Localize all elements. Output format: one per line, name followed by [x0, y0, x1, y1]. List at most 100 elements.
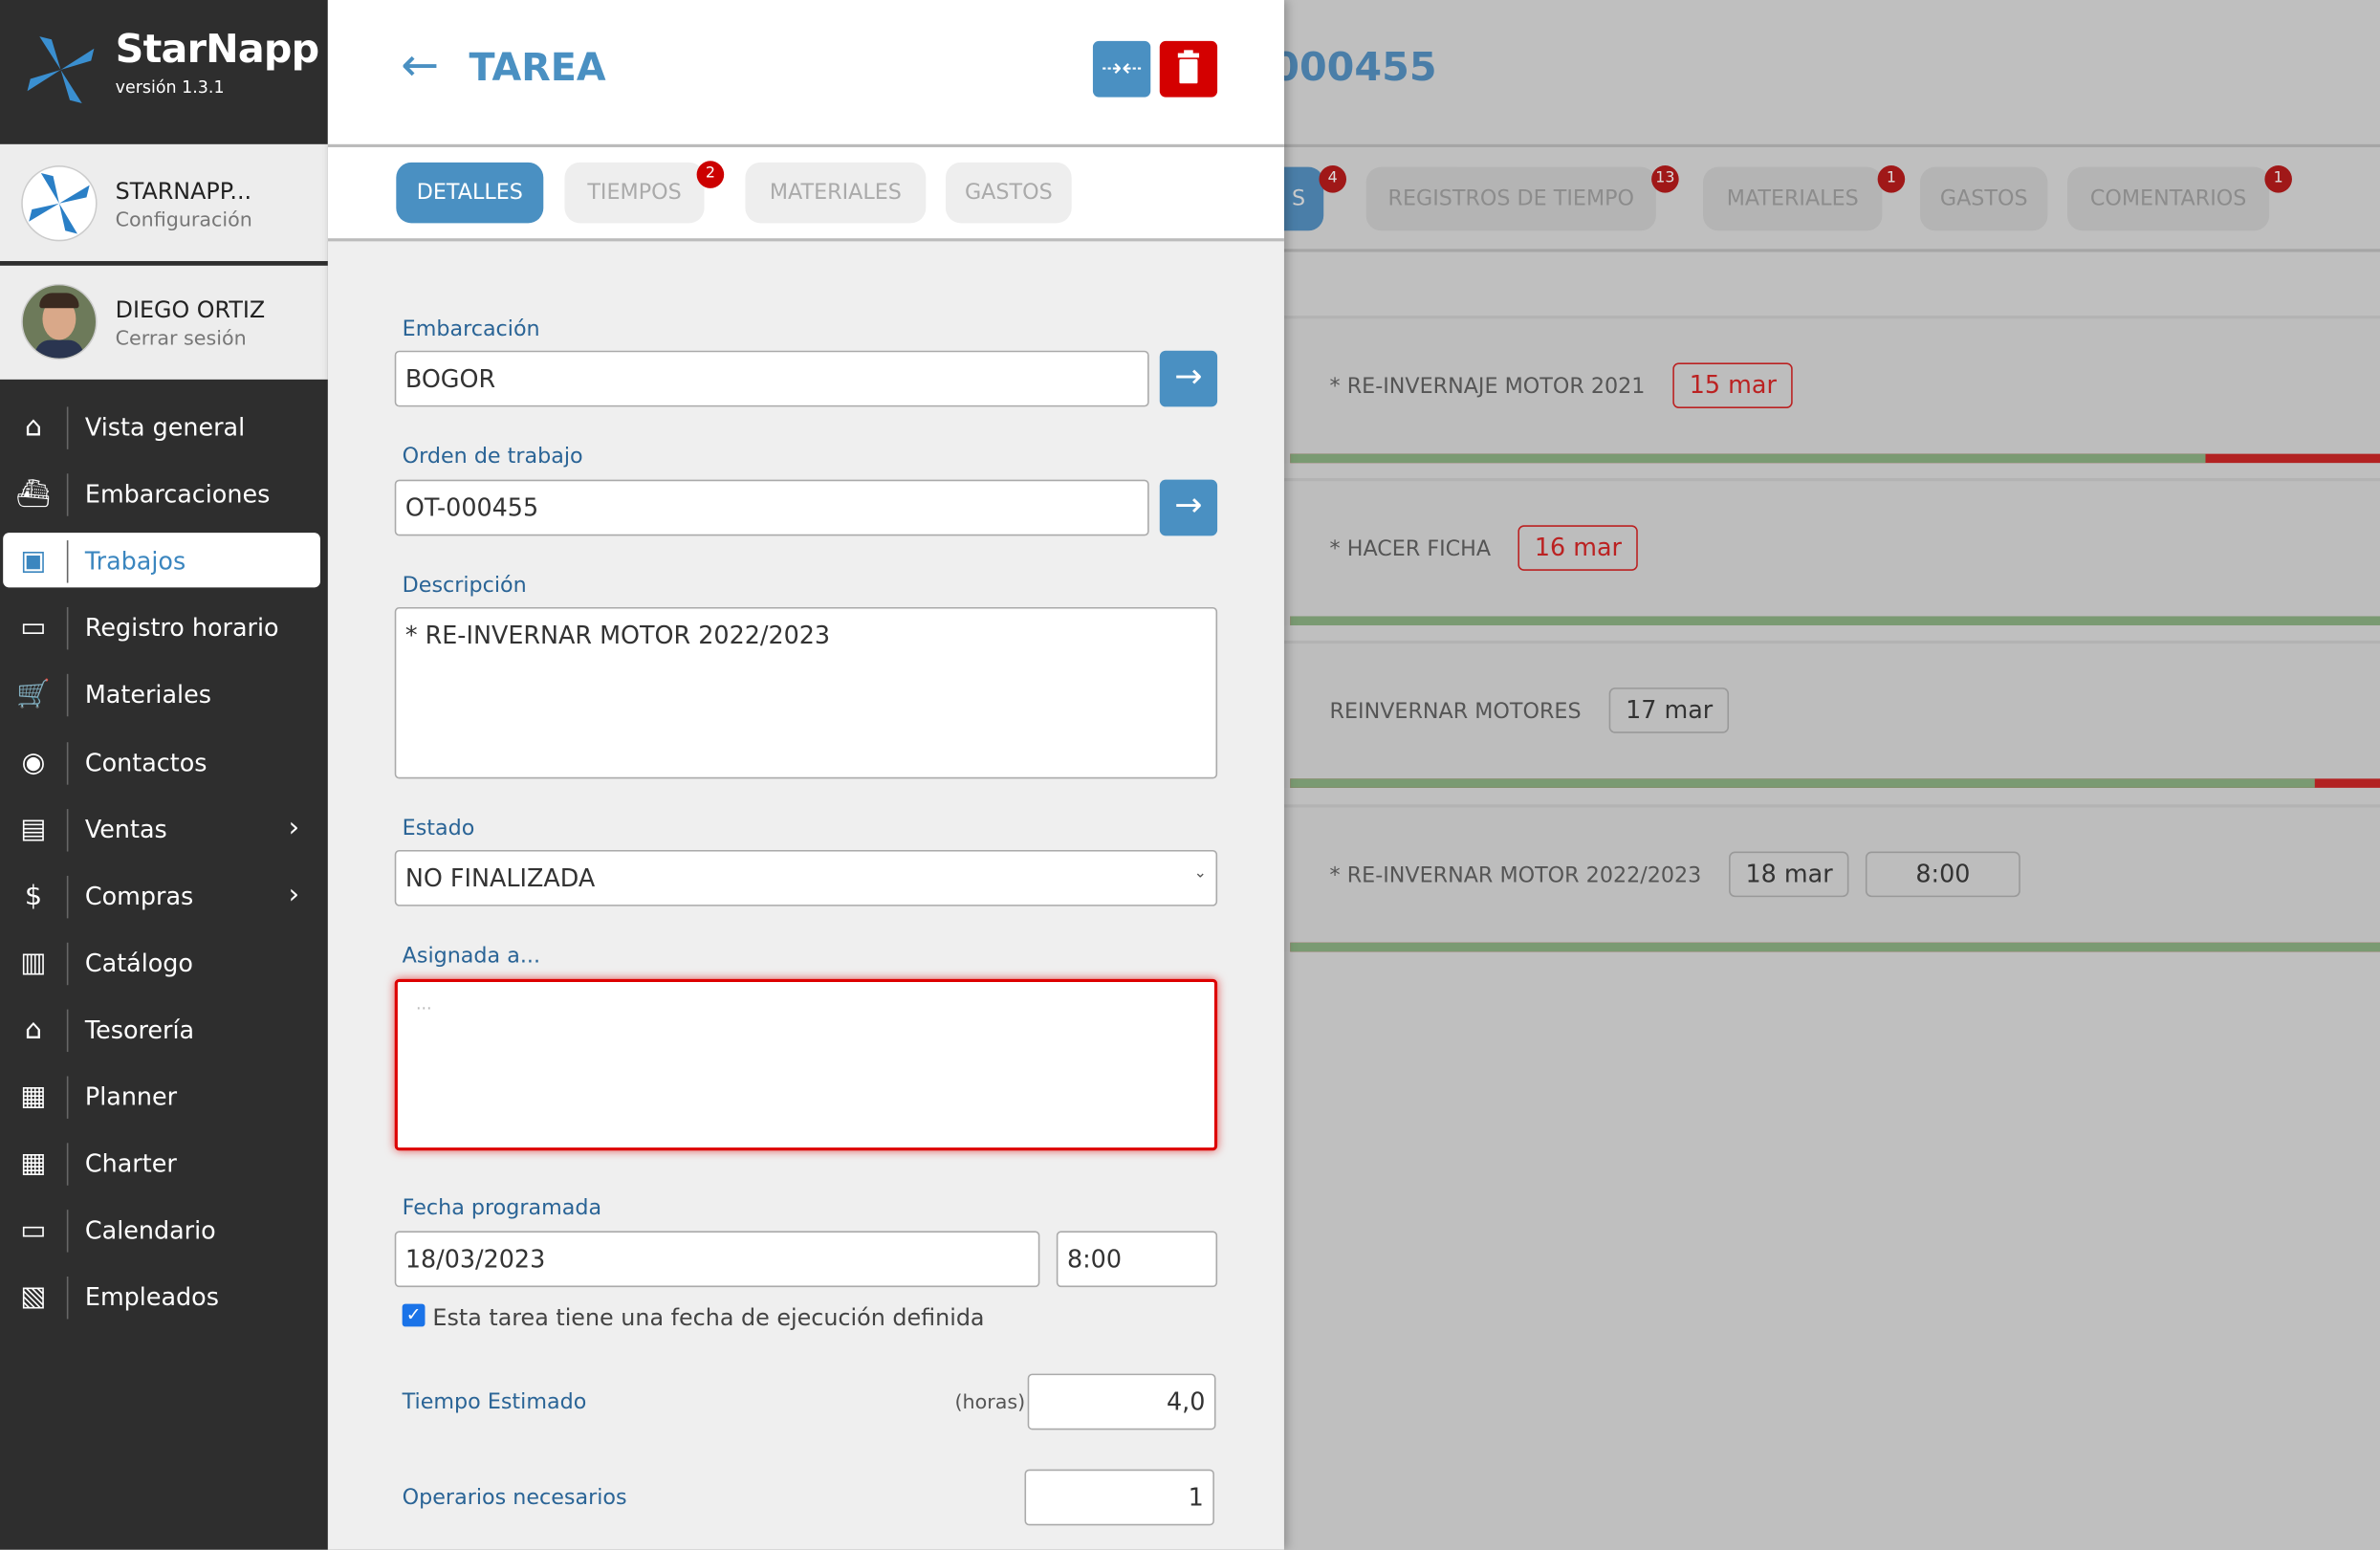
- logo-area: StarNapp versión 1.3.1: [0, 0, 328, 144]
- sidebar-item-calendario[interactable]: ▭ Calendario: [0, 1201, 328, 1261]
- sidebar-item-vista-general[interactable]: ⌂ Vista general: [0, 398, 328, 458]
- delete-button[interactable]: [1159, 40, 1218, 98]
- panel-title: TAREA: [469, 45, 606, 90]
- task-progress-fill: [1290, 778, 2315, 789]
- user-area: DIEGO ORTIZ Cerrar sesión: [0, 265, 328, 380]
- task-date: 15 mar: [1672, 362, 1794, 409]
- task-row[interactable]: * RE-INVERNAR MOTOR 2022/2023 18 mar 8:00: [1283, 803, 2380, 951]
- org-config-link[interactable]: Configuración: [115, 209, 252, 232]
- sidebar: StarNapp versión 1.3.1 STARNAPP... Confi…: [0, 0, 328, 1550]
- sidebar-item-label: Compras: [84, 881, 194, 910]
- bg-tab[interactable]: REGISTROS DE TIEMPO: [1365, 166, 1656, 231]
- bg-tab[interactable]: GASTOS: [1920, 166, 2048, 231]
- sidebar-item-label: Trabajos: [84, 546, 186, 576]
- calendar-icon: ▭: [20, 612, 47, 644]
- open-orden-button[interactable]: →: [1159, 479, 1218, 536]
- calendar-icon: ▭: [20, 1214, 47, 1247]
- sidebar-item-planner[interactable]: ▦ Planner: [0, 1067, 328, 1127]
- archive-icon: ▥: [20, 947, 47, 979]
- chevron-down-icon: ⌄: [1193, 864, 1207, 883]
- divider: [66, 1210, 69, 1253]
- arrow-right-icon: →: [1174, 487, 1203, 526]
- work-order-title: 000455: [1272, 45, 1437, 92]
- open-embarcacion-button[interactable]: →: [1159, 350, 1218, 407]
- sidebar-item-label: Embarcaciones: [84, 479, 271, 509]
- sidebar-item-label: Catálogo: [84, 948, 193, 977]
- app-version: versión 1.3.1: [115, 76, 225, 98]
- tab-badge: 1: [2264, 165, 2292, 193]
- task-date: 16 mar: [1518, 525, 1639, 572]
- arrow-right-icon: →: [1174, 358, 1203, 397]
- divider: [66, 1009, 69, 1052]
- sidebar-item-registro-horario[interactable]: ▭ Registro horario: [0, 599, 328, 659]
- divider: [66, 942, 69, 985]
- sidebar-item-trabajos[interactable]: ▣ Trabajos: [0, 532, 328, 592]
- tab-badge: 4: [1319, 165, 1347, 193]
- tiempo-input[interactable]: 4,0: [1027, 1373, 1216, 1430]
- descripcion-textarea[interactable]: * RE-INVERNAR MOTOR 2022/2023: [394, 606, 1218, 779]
- sidebar-item-contactos[interactable]: ◉ Contactos: [0, 732, 328, 793]
- orden-input[interactable]: OT-000455: [394, 479, 1149, 536]
- estado-select[interactable]: NO FINALIZADA ⌄: [394, 849, 1218, 906]
- divider: [66, 473, 69, 516]
- task-name: REINVERNAR MOTORES: [1329, 700, 1582, 725]
- fecha-definida-checkbox[interactable]: ✓: [402, 1303, 426, 1327]
- home-icon: ⌂: [24, 411, 43, 444]
- sidebar-item-charter[interactable]: ▦ Charter: [0, 1134, 328, 1194]
- divider: [66, 1277, 69, 1320]
- sidebar-item-embarcaciones[interactable]: ⛴ Embarcaciones: [0, 465, 328, 525]
- sidebar-item-materiales[interactable]: 🛒 Materiales: [0, 666, 328, 726]
- tab-materiales[interactable]: MATERIALES: [745, 162, 927, 224]
- task-row[interactable]: * HACER FICHA 16 mar: [1283, 478, 2380, 626]
- sidebar-item-catalogo[interactable]: ▥ Catálogo: [0, 933, 328, 993]
- operarios-input[interactable]: 1: [1024, 1469, 1214, 1526]
- sidebar-item-label: Materiales: [84, 680, 211, 710]
- id-badge-icon: ▧: [20, 1281, 47, 1314]
- starnapp-logo-icon: [27, 36, 95, 103]
- descripcion-label: Descripción: [402, 574, 527, 599]
- estado-label: Estado: [402, 817, 475, 841]
- bg-tab[interactable]: COMENTARIOS: [2067, 166, 2270, 231]
- asignada-input[interactable]: ...: [394, 978, 1218, 1151]
- tab-detalles[interactable]: DETALLES: [396, 162, 544, 224]
- ship-icon: ⛴: [15, 478, 52, 511]
- app-name: StarNapp: [115, 27, 320, 74]
- task-progress-fill: [1290, 942, 2380, 951]
- sidebar-item-label: Planner: [84, 1081, 178, 1111]
- trash-icon: [1177, 50, 1200, 84]
- divider: [66, 406, 69, 449]
- operarios-label: Operarios necesarios: [402, 1486, 627, 1511]
- tiempo-unit: (horas): [954, 1391, 1026, 1415]
- task-row[interactable]: REINVERNAR MOTORES 17 mar: [1283, 641, 2380, 789]
- sidebar-item-label: Vista general: [84, 412, 246, 442]
- sidebar-item-ventas[interactable]: ▤ Ventas ›: [0, 799, 328, 860]
- sidebar-item-compras[interactable]: $ Compras ›: [0, 866, 328, 927]
- task-date: 18 mar: [1729, 850, 1850, 897]
- sidebar-item-label: Charter: [84, 1148, 177, 1178]
- fecha-input[interactable]: 18/03/2023: [394, 1231, 1040, 1288]
- divider: [1283, 143, 2380, 147]
- back-arrow-icon[interactable]: ←: [401, 39, 439, 93]
- embarcacion-input[interactable]: BOGOR: [394, 350, 1149, 407]
- tab-tiempos[interactable]: TIEMPOS: [564, 162, 705, 224]
- divider: [66, 808, 69, 851]
- tab-gastos[interactable]: GASTOS: [945, 162, 1072, 224]
- task-progress-fill: [1290, 616, 2380, 626]
- inbox-icon: ▣: [20, 545, 47, 578]
- sidebar-item-label: Ventas: [84, 814, 167, 843]
- org-switcher[interactable]: STARNAPP... Configuración: [0, 143, 328, 262]
- orden-label: Orden de trabajo: [402, 445, 583, 469]
- clipboard-clock-icon: ▦: [20, 1081, 47, 1113]
- task-date: 17 mar: [1608, 688, 1730, 734]
- merge-button[interactable]: ⇢⇠: [1092, 40, 1151, 98]
- logout-link[interactable]: Cerrar sesión: [115, 327, 247, 351]
- task-name: * RE-INVERNAJE MOTOR 2021: [1329, 375, 1646, 400]
- task-panel: ← TAREA ⇢⇠ DETALLES TIEMPOS 2 MATERIALES GAS…: [327, 0, 1284, 1550]
- divider: [66, 741, 69, 784]
- sidebar-item-empleados[interactable]: ▧ Empleados: [0, 1268, 328, 1328]
- divider: [1283, 249, 2380, 252]
- hora-input[interactable]: 8:00: [1056, 1231, 1218, 1288]
- bg-tab[interactable]: MATERIALES: [1703, 166, 1883, 231]
- sidebar-item-tesoreria[interactable]: ⌂ Tesorería: [0, 1000, 328, 1060]
- task-row[interactable]: * RE-INVERNAJE MOTOR 2021 15 mar: [1283, 316, 2380, 464]
